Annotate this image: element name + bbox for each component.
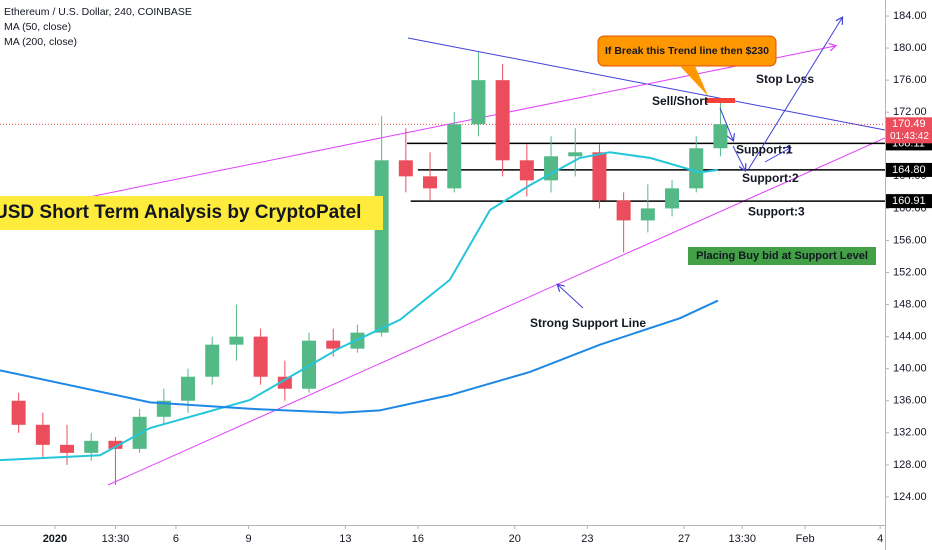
x-tick-label: 2020 <box>43 533 67 545</box>
level-tag <box>886 162 932 177</box>
y-tick-label: 180.00 <box>893 42 927 54</box>
candle-body <box>326 340 341 349</box>
level-tag-label: 160.91 <box>892 195 926 207</box>
legend-ma50: MA (50, close) <box>4 21 71 33</box>
level-tag <box>886 194 932 209</box>
x-tick-label: 27 <box>678 533 690 545</box>
x-tick-label: 6 <box>173 533 179 545</box>
y-tick-label: 124.00 <box>893 491 927 503</box>
stop-loss-text: Stop Loss <box>756 72 814 86</box>
y-tick-label: 184.00 <box>893 10 927 22</box>
x-tick-label: 4 <box>877 533 883 545</box>
stop-loss-mark <box>706 98 735 103</box>
buy-box <box>688 247 876 265</box>
candle-body <box>398 160 413 177</box>
level-tag-label: 164.80 <box>892 164 926 176</box>
candle-body <box>423 176 438 189</box>
support-line-text: Strong Support Line <box>530 316 646 330</box>
candle-body <box>713 124 728 149</box>
buy-text: Placing Buy bid at Support Level <box>696 250 868 262</box>
candle-body <box>544 156 559 181</box>
sell-text: Sell/Short <box>652 94 708 108</box>
callout-text: If Break this Trend line then $230 <box>605 45 769 57</box>
moving-average <box>0 299 719 414</box>
banner-text: USD Short Term Analysis by CryptoPatel <box>0 202 361 223</box>
y-tick-label: 156.00 <box>893 234 927 246</box>
candle-body <box>156 400 171 417</box>
plot-area <box>0 37 885 486</box>
y-tick-label: 140.00 <box>893 363 927 375</box>
candle-body <box>205 344 220 377</box>
candle-body <box>11 400 26 425</box>
x-tick-label: 13:30 <box>102 533 130 545</box>
path-arrow-1 <box>719 107 733 140</box>
legend-title: Ethereum / U.S. Dollar, 240, COINBASE <box>4 6 192 18</box>
x-tick-label: 13 <box>339 533 351 545</box>
support-line-arrow <box>558 285 584 309</box>
candle-body <box>181 376 196 401</box>
x-tick-label: 23 <box>581 533 593 545</box>
banner-box <box>0 196 383 230</box>
candle-body <box>665 188 680 209</box>
y-tick-label: 152.00 <box>893 266 927 278</box>
candle-body <box>471 80 486 125</box>
channel-lower <box>107 137 885 486</box>
y-tick-label: 132.00 <box>893 427 927 439</box>
path-arrow-2 <box>732 145 745 170</box>
y-tick-label: 144.00 <box>893 331 927 343</box>
candle-body <box>495 80 510 161</box>
y-tick-label: 172.00 <box>893 106 927 118</box>
candle-body <box>374 160 389 333</box>
annotations: USD Short Term Analysis by CryptoPatel I… <box>0 6 876 330</box>
x-tick-label: Feb <box>796 533 815 545</box>
callout-tail <box>680 66 708 96</box>
support-label: Support:3 <box>748 204 805 218</box>
countdown-label: 01:43:42 <box>890 131 929 142</box>
y-tick-label: 148.00 <box>893 298 927 310</box>
y-tick-label: 128.00 <box>893 459 927 471</box>
candle-body <box>253 336 268 377</box>
candle-body <box>640 208 655 221</box>
candle-body <box>519 160 534 181</box>
x-tick-label: 16 <box>412 533 424 545</box>
candle-body <box>108 440 123 449</box>
candle-body <box>84 440 99 453</box>
legend-ma200: MA (200, close) <box>4 36 77 48</box>
path-arrow-3 <box>747 18 842 171</box>
x-tick-label: 20 <box>509 533 521 545</box>
support-label: Support:2 <box>742 171 799 185</box>
x-tick-label: 9 <box>245 533 251 545</box>
moving-average <box>0 151 719 462</box>
candle-body <box>616 200 631 221</box>
y-tick-label: 176.00 <box>893 74 927 86</box>
price-tag-label: 170.49 <box>892 118 926 130</box>
candle-body <box>689 148 704 189</box>
candle-body <box>229 336 244 345</box>
candle-body <box>447 124 462 189</box>
support-label: Support:1 <box>736 143 793 157</box>
candle-body <box>277 376 292 389</box>
channel-upper <box>0 46 835 216</box>
path-arrow-4 <box>764 148 790 163</box>
candle-body <box>592 152 607 201</box>
candle-body <box>35 424 50 445</box>
x-tick-label: 13:30 <box>728 533 756 545</box>
price-tag <box>886 117 932 144</box>
y-tick-label: 136.00 <box>893 395 927 407</box>
candle-body <box>568 152 583 157</box>
candle-body <box>60 444 75 453</box>
